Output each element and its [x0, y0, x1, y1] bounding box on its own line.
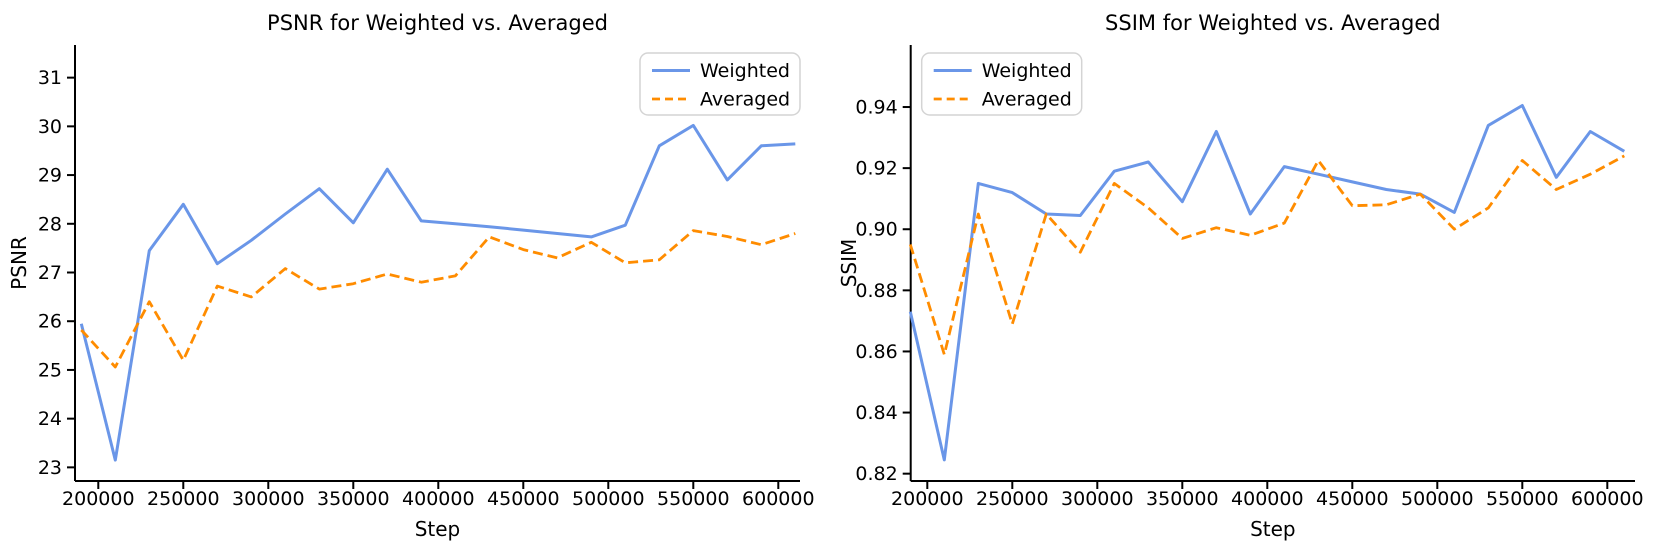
y-tick-label: 0.94: [855, 97, 897, 119]
x-tick-label: 200000: [891, 488, 964, 510]
y-tick-label: 26: [38, 311, 62, 333]
x-tick-label: 300000: [232, 488, 305, 510]
x-tick-label: 350000: [317, 488, 390, 510]
x-tick-label: 350000: [1146, 488, 1219, 510]
y-tick-label: 0.90: [855, 219, 897, 241]
y-tick-label: 24: [38, 408, 62, 430]
y-axis-label: PSNR: [7, 236, 31, 290]
x-tick-label: 550000: [1486, 488, 1559, 510]
chart-title: SSIM for Weighted vs. Averaged: [1105, 11, 1441, 35]
y-tick-label: 27: [38, 262, 62, 284]
y-tick-label: 23: [38, 457, 62, 479]
legend-label-weighted: Weighted: [982, 60, 1072, 82]
y-tick-label: 31: [38, 67, 62, 89]
series-line-weighted: [908, 104, 1626, 462]
legend-label-averaged: Averaged: [982, 89, 1072, 111]
x-axis-label: Step: [1250, 517, 1296, 541]
y-tick-label: 30: [38, 116, 62, 138]
y-tick-label: 0.84: [855, 402, 897, 424]
x-tick-label: 200000: [62, 488, 135, 510]
x-tick-label: 500000: [572, 488, 645, 510]
x-tick-label: 400000: [402, 488, 475, 510]
y-tick-label: 0.92: [855, 158, 897, 180]
y-tick-label: 0.86: [855, 341, 897, 363]
x-tick-label: 450000: [487, 488, 560, 510]
legend: Weighted Averaged: [920, 52, 1083, 116]
x-axis-label: Step: [415, 517, 461, 541]
legend-label-averaged: Averaged: [700, 89, 790, 111]
series-line-weighted: [79, 123, 796, 462]
chart-title: PSNR for Weighted vs. Averaged: [267, 11, 608, 35]
ssim-plot: 200000 250000 300000 350000 400000 450000 5000…: [830, 0, 1661, 554]
legend: Weighted Averaged: [639, 52, 801, 116]
legend-label-weighted: Weighted: [700, 60, 790, 82]
y-tick-label: 0.88: [855, 280, 897, 302]
x-tick-label: 500000: [1401, 488, 1474, 510]
y-tick-label: 25: [38, 359, 62, 381]
y-tick-label: 0.82: [855, 463, 897, 485]
psnr-plot: 200000 250000 300000 350000 400000 450000 5000…: [0, 0, 830, 554]
y-axis-label: SSIM: [837, 239, 861, 288]
x-tick-label: 300000: [1061, 488, 1134, 510]
x-tick-label: 250000: [976, 488, 1049, 510]
x-tick-label: 450000: [1316, 488, 1389, 510]
x-tick-label: 550000: [657, 488, 730, 510]
y-tick-label: 28: [38, 213, 62, 235]
x-tick-label: 600000: [742, 488, 815, 510]
ssim-chart: 200000 250000 300000 350000 400000 450000 5000…: [830, 0, 1661, 554]
y-tick-label: 29: [38, 165, 62, 187]
series-line-averaged: [908, 154, 1625, 356]
series-line-averaged: [80, 229, 796, 369]
psnr-chart: 200000 250000 300000 350000 400000 450000 5000…: [0, 0, 830, 554]
x-tick-label: 400000: [1231, 488, 1304, 510]
x-tick-label: 250000: [147, 488, 220, 510]
x-tick-label: 600000: [1571, 488, 1644, 510]
